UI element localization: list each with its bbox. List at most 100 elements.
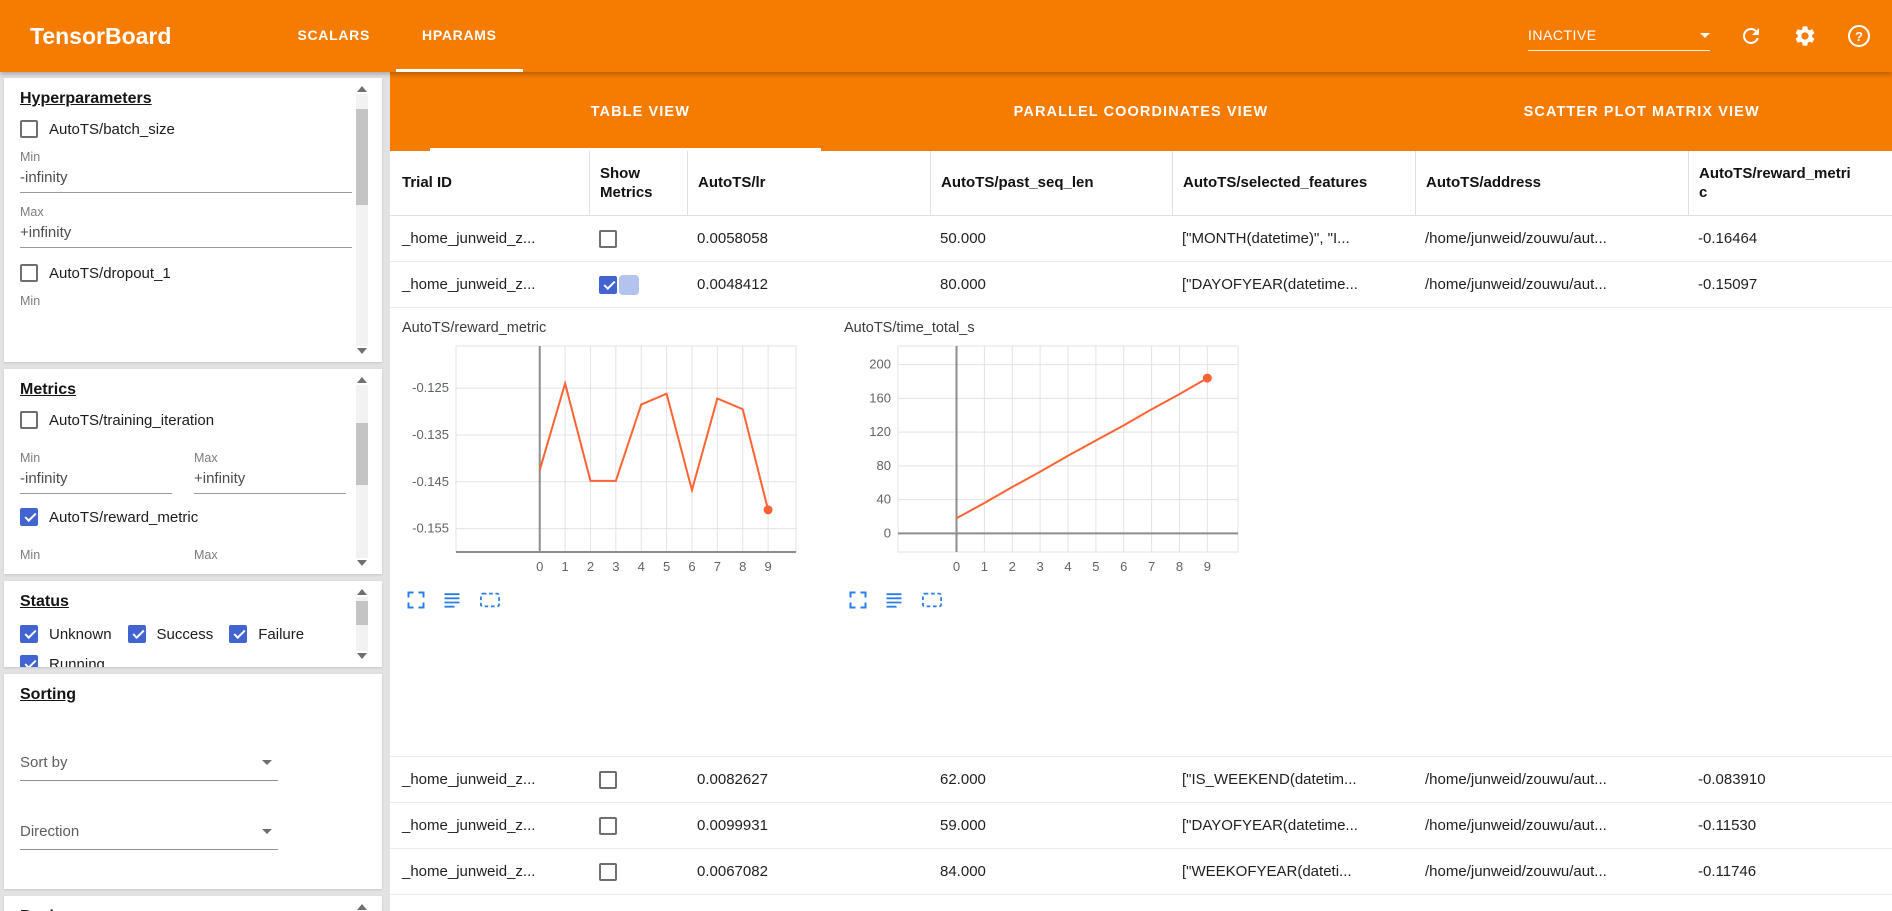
column-header-past-seq-len[interactable]: AutoTS/past_seq_len bbox=[930, 151, 1172, 215]
sort-by-label: Sort by bbox=[20, 754, 68, 771]
hparam-checkbox[interactable] bbox=[20, 120, 38, 138]
sorting-panel: Sorting Sort by Direction bbox=[4, 674, 382, 889]
column-header-lr[interactable]: AutoTS/lr bbox=[687, 151, 930, 215]
tab-parallel-coordinates-view[interactable]: PARALLEL COORDINATES VIEW bbox=[1013, 103, 1269, 120]
scrollbar[interactable] bbox=[356, 902, 368, 911]
tab-table-view[interactable]: TABLE VIEW bbox=[390, 72, 891, 151]
column-header-selected-features[interactable]: AutoTS/selected_features bbox=[1172, 151, 1415, 215]
table-row[interactable]: _home_junweid_z... 0.0099931 59.000 ["DAYOF… bbox=[390, 803, 1892, 849]
address-cell: /home/junweid/zouwu/aut... bbox=[1425, 230, 1607, 247]
status-checkbox[interactable] bbox=[127, 625, 146, 643]
paging-title: Paging bbox=[20, 908, 366, 911]
column-header-trial-id[interactable]: Trial ID bbox=[402, 174, 453, 192]
show-metrics-cell bbox=[589, 816, 687, 835]
svg-text:0: 0 bbox=[953, 559, 960, 574]
svg-text:8: 8 bbox=[739, 559, 746, 574]
table-row[interactable]: _home_junweid_z... 0.0082627 62.000 ["IS_WE… bbox=[390, 757, 1892, 803]
scroll-down-icon[interactable] bbox=[357, 348, 367, 354]
metric-row-training-iteration[interactable]: AutoTS/training_iteration bbox=[20, 411, 366, 429]
log-lines-icon[interactable] bbox=[884, 590, 904, 610]
status-panel: Status Unknown Success Failure bbox=[4, 581, 382, 667]
selected-features-cell: ["WEEKOFYEAR(dateti... bbox=[1182, 863, 1352, 880]
scrollbar-track[interactable] bbox=[356, 597, 368, 651]
status-row-unknown[interactable]: Unknown bbox=[20, 625, 112, 643]
tab-hparams[interactable]: HPARAMS bbox=[396, 0, 523, 72]
past-seq-len-cell: 62.000 bbox=[940, 771, 986, 788]
lr-cell: 0.0067082 bbox=[697, 863, 768, 880]
checkbox-ripple bbox=[619, 274, 639, 295]
scrollbar[interactable] bbox=[356, 587, 368, 661]
column-header-address[interactable]: AutoTS/address bbox=[1415, 151, 1688, 215]
status-checkbox[interactable] bbox=[20, 655, 38, 667]
scrollbar-track[interactable] bbox=[356, 94, 368, 346]
hparam-row-dropout-1[interactable]: AutoTS/dropout_1 bbox=[20, 264, 366, 282]
scroll-up-icon[interactable] bbox=[357, 589, 367, 595]
max-label: Max bbox=[194, 451, 218, 465]
hparam-checkbox[interactable] bbox=[20, 264, 38, 282]
column-header-reward-metric[interactable]: AutoTS/reward_metric bbox=[1688, 151, 1892, 215]
help-icon[interactable]: ? bbox=[1846, 23, 1872, 49]
fullscreen-icon[interactable] bbox=[848, 590, 868, 610]
svg-text:6: 6 bbox=[688, 559, 695, 574]
svg-text:40: 40 bbox=[877, 492, 891, 507]
tab-scalars[interactable]: SCALARS bbox=[297, 26, 371, 43]
direction-select[interactable]: Direction bbox=[20, 817, 278, 850]
metric-checkbox[interactable] bbox=[20, 411, 38, 429]
max-input[interactable]: +infinity bbox=[20, 219, 352, 248]
min-label: Min bbox=[20, 548, 41, 562]
status-row-failure[interactable]: Failure bbox=[229, 625, 304, 643]
selected-features-cell: ["IS_WEEKEND(datetim... bbox=[1182, 771, 1357, 788]
topbar-actions: INACTIVE ? bbox=[1528, 0, 1892, 72]
tab-scatter-plot-matrix-view[interactable]: SCATTER PLOT MATRIX VIEW bbox=[1523, 103, 1760, 120]
selection-box-icon[interactable] bbox=[920, 590, 944, 610]
scroll-up-icon[interactable] bbox=[357, 904, 367, 910]
table-row[interactable]: _home_junweid_z... 0.0058058 50.000 ["MONTH… bbox=[390, 216, 1892, 262]
scrollbar[interactable] bbox=[356, 375, 368, 568]
reload-status-dropdown[interactable]: INACTIVE bbox=[1528, 27, 1710, 51]
scroll-up-icon[interactable] bbox=[357, 86, 367, 92]
scroll-up-icon[interactable] bbox=[357, 377, 367, 383]
scrollbar-thumb[interactable] bbox=[356, 109, 368, 205]
log-lines-icon[interactable] bbox=[442, 590, 462, 610]
status-checkbox[interactable] bbox=[20, 625, 38, 643]
hparam-label: AutoTS/dropout_1 bbox=[49, 264, 171, 282]
column-header-show-metrics[interactable]: Show Metrics bbox=[589, 151, 687, 215]
svg-text:3: 3 bbox=[1037, 559, 1044, 574]
show-metrics-checkbox[interactable] bbox=[599, 816, 617, 835]
status-row-success[interactable]: Success bbox=[127, 625, 213, 643]
lr-cell: 0.0048412 bbox=[697, 276, 768, 293]
status-checkbox[interactable] bbox=[229, 625, 248, 643]
show-metrics-checkbox[interactable] bbox=[599, 229, 617, 248]
hparam-label: AutoTS/batch_size bbox=[49, 120, 175, 138]
time-total-line-chart: 0 1 2 3 4 5 6 7 8 9 0 40 80 120 160 200 bbox=[842, 340, 1246, 582]
metric-checkbox[interactable] bbox=[20, 508, 38, 526]
scroll-down-icon[interactable] bbox=[357, 560, 367, 566]
sort-by-select[interactable]: Sort by bbox=[20, 748, 278, 781]
metric-row-reward-metric[interactable]: AutoTS/reward_metric bbox=[20, 508, 366, 526]
selection-box-icon[interactable] bbox=[478, 590, 502, 610]
fullscreen-icon[interactable] bbox=[406, 590, 426, 610]
scrollbar-track[interactable] bbox=[356, 385, 368, 558]
scrollbar-thumb[interactable] bbox=[356, 601, 368, 626]
reward-metric-line-chart: 0 1 2 3 4 5 6 7 8 9 -0.125 -0.135 -0.145 -0.155 bbox=[400, 340, 804, 582]
past-seq-len-cell: 80.000 bbox=[940, 276, 986, 293]
min-input[interactable]: -infinity bbox=[20, 164, 352, 193]
table-row[interactable]: _home_junweid_z... 0.0067082 84.000 ["WEEKO… bbox=[390, 849, 1892, 895]
scrollbar-thumb[interactable] bbox=[356, 423, 368, 486]
show-metrics-checkbox[interactable] bbox=[599, 770, 617, 789]
svg-text:7: 7 bbox=[1148, 559, 1155, 574]
min-input[interactable]: -infinity bbox=[20, 465, 172, 494]
show-metrics-checkbox[interactable] bbox=[599, 275, 617, 294]
scroll-down-icon[interactable] bbox=[357, 653, 367, 659]
status-row-running[interactable]: Running bbox=[20, 655, 105, 667]
settings-gear-icon[interactable] bbox=[1792, 23, 1818, 49]
show-metrics-checkbox[interactable] bbox=[599, 862, 617, 881]
trial-id-cell: _home_junweid_z... bbox=[402, 771, 536, 788]
scrollbar[interactable] bbox=[356, 84, 368, 356]
max-input[interactable]: +infinity bbox=[194, 465, 346, 494]
svg-text:-0.145: -0.145 bbox=[412, 474, 449, 489]
chevron-down-icon bbox=[1700, 32, 1710, 38]
hparam-row-batch-size[interactable]: AutoTS/batch_size bbox=[20, 120, 366, 138]
table-row[interactable]: _home_junweid_z... 0.0048412 80.000 ["DAYOF… bbox=[390, 262, 1892, 308]
refresh-icon[interactable] bbox=[1738, 23, 1764, 49]
